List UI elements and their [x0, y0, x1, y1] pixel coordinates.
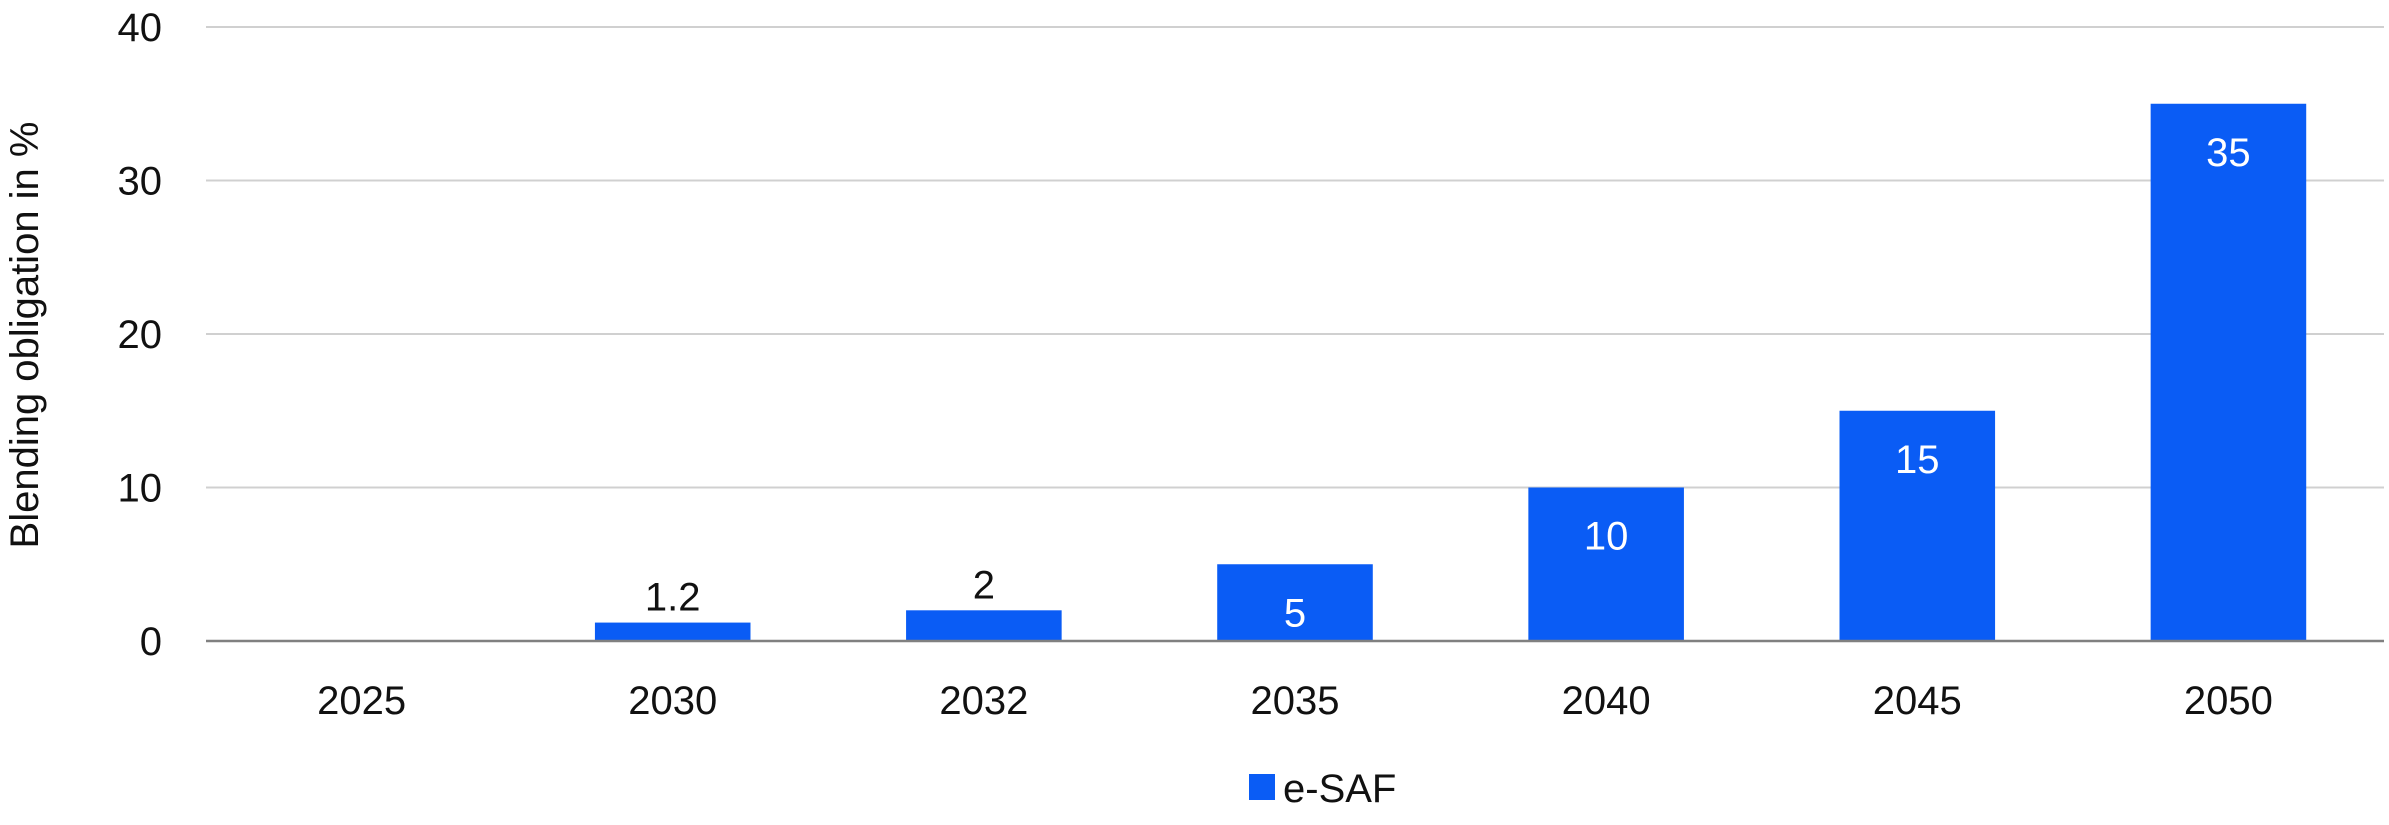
- y-tick-label: 0: [140, 620, 162, 664]
- x-tick-label: 2040: [1562, 679, 1651, 723]
- bar-2040: [1528, 487, 1684, 641]
- gridlines: [206, 26, 2384, 489]
- x-tick-label: 2035: [1251, 679, 1340, 723]
- bar-2035: [1217, 564, 1373, 641]
- y-axis-title: Blending obligation in %: [3, 122, 47, 549]
- legend: e-SAF: [1249, 767, 1396, 811]
- y-tick-label: 30: [118, 160, 163, 204]
- x-tick-label: 2050: [2184, 679, 2273, 723]
- bars: [594, 103, 2307, 641]
- data-labels: 1.2 2 5 10 15 35: [645, 131, 2251, 636]
- bar-2032: [906, 610, 1062, 641]
- legend-swatch: [1249, 774, 1275, 800]
- y-tick-label: 40: [118, 6, 163, 50]
- legend-label: e-SAF: [1283, 767, 1396, 811]
- y-tick-label: 20: [118, 313, 163, 357]
- y-tick-label: 10: [118, 467, 163, 511]
- x-tick-label: 2032: [939, 679, 1028, 723]
- bar-2045: [1839, 410, 1996, 641]
- bar-2050: [2150, 103, 2307, 641]
- data-label: 1.2: [645, 576, 701, 620]
- x-tick-label: 2030: [628, 679, 717, 723]
- x-tick-label: 2045: [1873, 679, 1962, 723]
- data-label: 10: [1584, 515, 1629, 559]
- data-label: 2: [973, 563, 995, 607]
- data-label: 15: [1895, 438, 1940, 482]
- x-tick-label: 2025: [317, 679, 406, 723]
- data-label: 5: [1284, 591, 1306, 635]
- bar-2030: [594, 622, 751, 641]
- data-label: 35: [2206, 131, 2251, 175]
